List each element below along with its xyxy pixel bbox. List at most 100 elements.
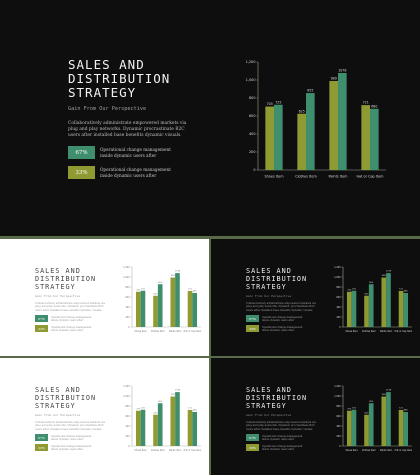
y-tick-label: 1,200	[123, 266, 130, 269]
bar-value-label: 721	[363, 101, 369, 105]
bar	[192, 412, 198, 446]
bar-value-label: 625	[365, 293, 370, 295]
stat-row-1: 67% Operational change management inside…	[246, 315, 326, 323]
bar-value-label: 725	[141, 407, 146, 409]
y-tick-label: 1,200	[334, 266, 341, 269]
text-block: SALES AND DISTRIBUTION STRATEGY Gain Fro…	[68, 58, 218, 179]
stat-row-2: 33% Operational change management inside…	[246, 444, 326, 452]
bar	[157, 403, 163, 446]
bar-chart: 0 200 400 600 800 1,000 1,200 705 725 Shoes Item 6…	[238, 56, 388, 184]
bar-value-label: 1078	[175, 390, 181, 392]
y-tick-label: 600	[249, 114, 255, 118]
y-tick-label: 400	[125, 425, 130, 428]
bar	[351, 290, 357, 327]
slide-body: Collaboratively administrate empowered m…	[246, 421, 316, 431]
y-tick-label: 400	[336, 425, 341, 428]
x-tick-label: Hat or Cap Item	[395, 330, 412, 333]
y-tick-label: 1,000	[334, 276, 341, 279]
y-tick-label: 800	[125, 286, 130, 289]
title-line-1: SALES AND	[246, 267, 292, 275]
title-line-2: DISTRIBUTION	[68, 71, 171, 86]
stat-text-2: Operational change management inside dyn…	[262, 325, 303, 332]
thumbnail-slide-light-1[interactable]: SALES AND DISTRIBUTION STRATEGY Gain Fro…	[0, 239, 209, 356]
y-tick-label: 400	[336, 306, 341, 309]
stat-badge-teal: 67%	[35, 315, 48, 323]
bar-value-label: 680	[404, 291, 409, 293]
bar	[361, 105, 370, 170]
thumbnail-slide-dark-2[interactable]: SALES AND DISTRIBUTION STRATEGY Gain Fro…	[211, 358, 420, 475]
chart-svg: 0 200 400 600 800 1,000 1,200 705 725 Shoes Item 6…	[123, 385, 201, 452]
bar-value-label: 1078	[386, 390, 392, 392]
bar-value-label: 725	[352, 407, 357, 409]
title-line-3: STRATEGY	[35, 283, 76, 291]
slide-title: SALES AND DISTRIBUTION STRATEGY	[246, 386, 326, 410]
y-tick-label: 400	[125, 306, 130, 309]
stat-row-1: 67% Operational change management inside…	[35, 434, 115, 442]
main-slide[interactable]: SALES AND DISTRIBUTION STRATEGY Gain Fro…	[0, 0, 420, 236]
bar-chart: 0 200 400 600 800 1,000 1,200 705 725 Shoes Item 6…	[122, 382, 202, 454]
stat-text-1: Operational change management inside dyn…	[51, 315, 92, 322]
bar	[403, 412, 409, 446]
y-tick-label: 200	[125, 435, 130, 438]
y-tick-label: 0	[339, 326, 341, 329]
title-line-3: STRATEGY	[246, 402, 287, 410]
bar-value-label: 680	[193, 291, 198, 293]
stat-badge-teal: 67%	[35, 434, 48, 442]
y-tick-label: 1,200	[334, 385, 341, 388]
y-tick-label: 1,000	[123, 395, 130, 398]
x-tick-label: Clothes Item	[295, 174, 317, 178]
bar-value-label: 989	[171, 275, 176, 277]
bar	[135, 410, 141, 446]
x-tick-label: Shoes Item	[134, 330, 146, 333]
slide-subtitle: Gain From Our Perspective	[35, 413, 81, 417]
bar-value-label: 705	[347, 408, 352, 410]
bar	[157, 284, 163, 327]
stat-row-1: 67% Operational change management inside…	[35, 315, 115, 323]
bar-value-label: 625	[154, 412, 159, 414]
bar-value-label: 855	[158, 401, 163, 403]
x-tick-label: Hat or Cap Item	[184, 330, 201, 333]
bar-chart: 0 200 400 600 800 1,000 1,200 705 725 Shoes Item 6…	[122, 263, 202, 335]
bar	[140, 290, 146, 327]
bar	[329, 80, 338, 170]
chart-svg: 0 200 400 600 800 1,000 1,200 705 725 Shoes Item 6…	[334, 266, 412, 333]
x-tick-label: Hat or Cap Item	[357, 174, 385, 178]
title-line-1: SALES AND	[35, 267, 81, 275]
slide-subtitle: Gain From Our Perspective	[35, 294, 81, 298]
y-tick-label: 1,000	[334, 395, 341, 398]
title-line-3: STRATEGY	[68, 85, 137, 100]
bar	[170, 277, 176, 327]
thumbnail-slide-dark-1[interactable]: SALES AND DISTRIBUTION STRATEGY Gain Fro…	[211, 239, 420, 356]
slide-body: Collaboratively administrate empowered m…	[246, 302, 316, 312]
bar	[187, 409, 193, 446]
stat-text-2: Operational change management inside dyn…	[51, 325, 92, 332]
stat-row-2: 33% Operational change management inside…	[68, 166, 218, 179]
bar	[398, 409, 404, 446]
slide-title: SALES AND DISTRIBUTION STRATEGY	[35, 386, 115, 410]
x-tick-label: Hat or Cap Item	[184, 449, 201, 452]
y-tick-label: 1,200	[123, 385, 130, 388]
bar-value-label: 680	[404, 410, 409, 412]
text-block: SALES AND DISTRIBUTION STRATEGY Gain Fro…	[246, 267, 326, 333]
thumbnail-slide-light-2[interactable]: SALES AND DISTRIBUTION STRATEGY Gain Fro…	[0, 358, 209, 475]
slide-title: SALES AND DISTRIBUTION STRATEGY	[68, 58, 218, 100]
stat-badge-teal: 67%	[68, 146, 95, 159]
x-tick-label: Clothes Item	[362, 449, 376, 452]
slide-title: SALES AND DISTRIBUTION STRATEGY	[246, 267, 326, 291]
bar-value-label: 1078	[175, 271, 181, 273]
y-tick-label: 600	[336, 415, 341, 418]
bar	[346, 410, 352, 446]
bar	[381, 396, 387, 446]
bar	[265, 106, 274, 170]
bar-value-label: 725	[352, 288, 357, 290]
x-tick-label: Paints Item	[380, 330, 392, 333]
bar-value-label: 721	[399, 407, 404, 409]
bar-value-label: 625	[365, 412, 370, 414]
bar	[135, 291, 141, 327]
y-tick-label: 0	[128, 445, 130, 448]
bar	[175, 273, 180, 327]
y-tick-label: 800	[125, 405, 130, 408]
bar-value-label: 855	[307, 89, 313, 93]
x-tick-label: Shoes Item	[345, 449, 357, 452]
bar-value-label: 725	[141, 288, 146, 290]
